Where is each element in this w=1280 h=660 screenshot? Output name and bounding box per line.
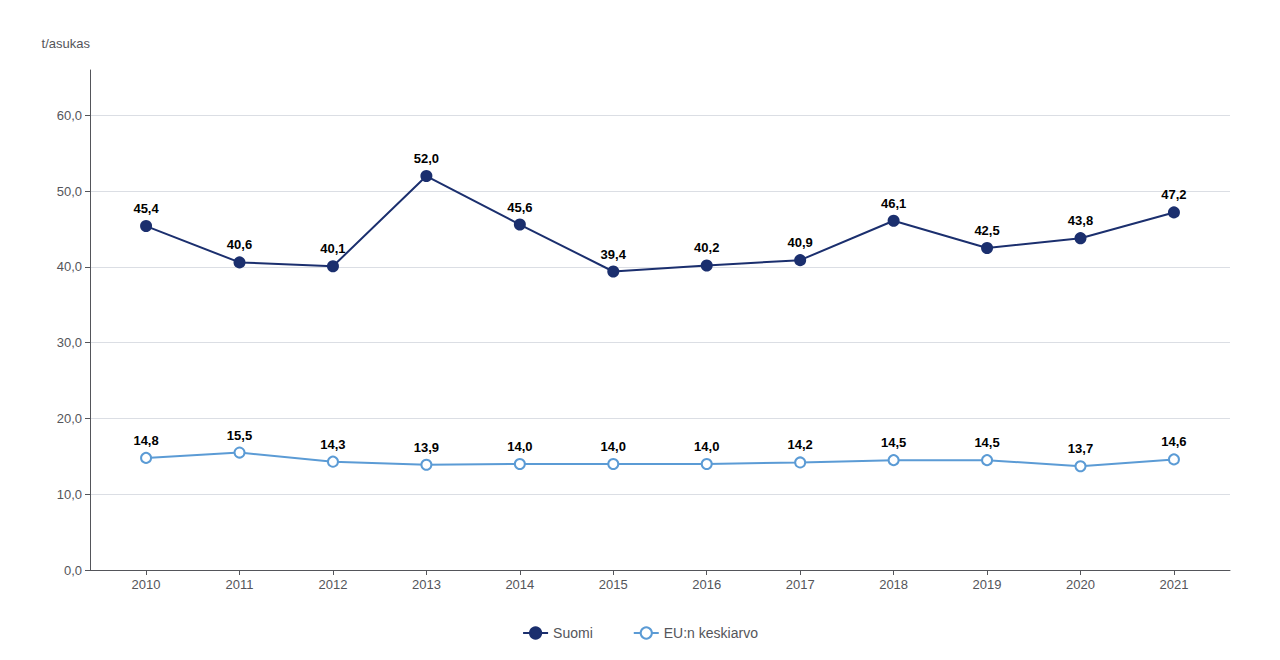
svg-text:EU:n keskiarvo: EU:n keskiarvo xyxy=(664,625,758,641)
svg-text:2018: 2018 xyxy=(879,577,908,592)
svg-text:39,4: 39,4 xyxy=(601,247,627,262)
svg-text:13,9: 13,9 xyxy=(414,440,439,455)
svg-text:10,0: 10,0 xyxy=(57,487,82,502)
svg-text:2021: 2021 xyxy=(1159,577,1188,592)
svg-text:2012: 2012 xyxy=(318,577,347,592)
svg-text:2019: 2019 xyxy=(973,577,1002,592)
svg-text:50,0: 50,0 xyxy=(57,184,82,199)
svg-text:2011: 2011 xyxy=(226,577,254,592)
svg-text:14,2: 14,2 xyxy=(788,437,813,452)
svg-text:60,0: 60,0 xyxy=(57,108,82,123)
svg-text:14,0: 14,0 xyxy=(601,439,626,454)
svg-text:42,5: 42,5 xyxy=(974,223,999,238)
svg-text:14,6: 14,6 xyxy=(1161,434,1186,449)
svg-text:52,0: 52,0 xyxy=(414,151,439,166)
svg-text:2020: 2020 xyxy=(1066,577,1095,592)
svg-text:45,6: 45,6 xyxy=(507,200,532,215)
svg-text:40,9: 40,9 xyxy=(788,235,813,250)
svg-text:15,5: 15,5 xyxy=(227,428,252,443)
svg-text:47,2: 47,2 xyxy=(1161,187,1186,202)
svg-text:40,0: 40,0 xyxy=(57,259,82,274)
svg-text:t/asukas: t/asukas xyxy=(42,36,91,51)
svg-text:45,4: 45,4 xyxy=(133,201,159,216)
svg-text:14,3: 14,3 xyxy=(320,437,345,452)
svg-text:46,1: 46,1 xyxy=(881,196,906,211)
svg-text:14,8: 14,8 xyxy=(133,433,158,448)
svg-text:43,8: 43,8 xyxy=(1068,213,1093,228)
svg-text:13,7: 13,7 xyxy=(1068,441,1093,456)
svg-text:2016: 2016 xyxy=(692,577,721,592)
svg-text:14,0: 14,0 xyxy=(694,439,719,454)
svg-text:2010: 2010 xyxy=(132,577,161,592)
svg-text:0,0: 0,0 xyxy=(64,563,82,578)
svg-text:40,6: 40,6 xyxy=(227,237,252,252)
svg-text:Suomi: Suomi xyxy=(553,625,593,641)
svg-text:20,0: 20,0 xyxy=(57,411,82,426)
svg-text:2014: 2014 xyxy=(505,577,534,592)
svg-text:40,2: 40,2 xyxy=(694,240,719,255)
svg-text:2015: 2015 xyxy=(599,577,628,592)
svg-text:2013: 2013 xyxy=(412,577,441,592)
svg-text:30,0: 30,0 xyxy=(57,335,82,350)
svg-text:14,5: 14,5 xyxy=(881,435,906,450)
svg-text:14,0: 14,0 xyxy=(507,439,532,454)
svg-text:40,1: 40,1 xyxy=(320,241,345,256)
svg-text:2017: 2017 xyxy=(786,577,815,592)
svg-text:14,5: 14,5 xyxy=(974,435,999,450)
